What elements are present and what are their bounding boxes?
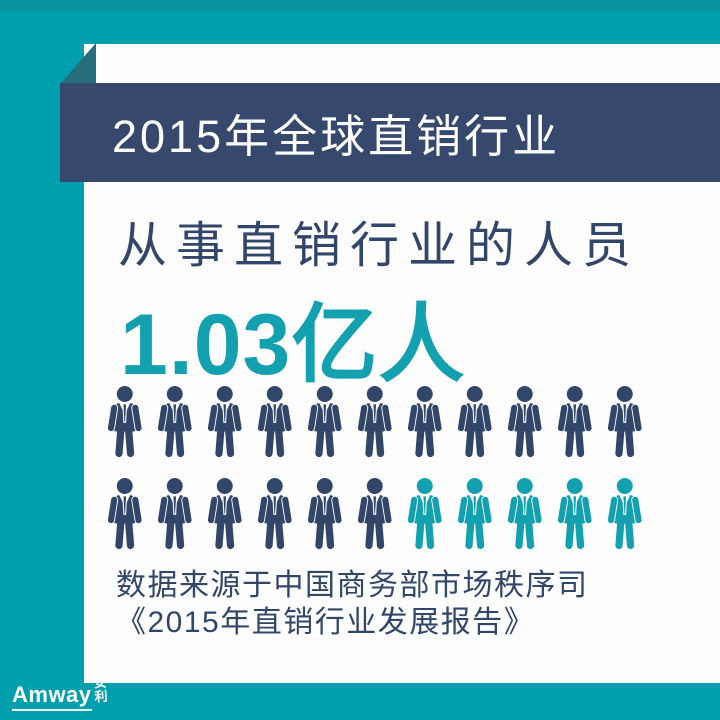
amway-logo: Amway 安 利: [12, 675, 108, 711]
person-icon: [553, 475, 597, 555]
person-icon: [303, 383, 347, 463]
person-icon: [353, 383, 397, 463]
person-icon: [203, 383, 247, 463]
data-source-note: 数据来源于中国商务部市场秩序司 《2015年直销行业发展报告》: [116, 567, 589, 641]
person-icon: [253, 475, 297, 555]
person-icon: [103, 383, 147, 463]
person-icon: [103, 475, 147, 555]
banner-title: 2015年全球直销行业: [112, 111, 561, 162]
source-line-1: 数据来源于中国商务部市场秩序司: [116, 569, 589, 602]
person-icon: [453, 475, 497, 555]
person-icon: [453, 383, 497, 463]
person-icon: [603, 383, 647, 463]
person-icon: [553, 383, 597, 463]
person-icon: [403, 475, 447, 555]
amway-cjk-bottom: 利: [93, 688, 108, 704]
person-icon: [153, 383, 197, 463]
title-banner: 2015年全球直销行业: [60, 83, 720, 182]
ribbon-fold-icon: [60, 43, 96, 84]
person-icon: [153, 475, 197, 555]
person-icon: [503, 475, 547, 555]
amway-wordmark: Amway: [12, 682, 92, 711]
person-icon: [403, 383, 447, 463]
pictograph-chart: [103, 383, 655, 567]
metric-value: 1.03亿人: [120, 297, 466, 393]
top-edge-strip: [0, 0, 720, 11]
person-icon: [303, 475, 347, 555]
pictograph-row: [103, 383, 655, 463]
source-line-2: 《2015年直销行业发展报告》: [116, 606, 536, 639]
metric-label: 从事直销行业的人员: [118, 219, 641, 273]
person-icon: [603, 475, 647, 555]
pictograph-row: [103, 475, 655, 555]
person-icon: [503, 383, 547, 463]
amway-cjk-characters: 安 利: [93, 675, 108, 704]
person-icon: [253, 383, 297, 463]
person-icon: [353, 475, 397, 555]
person-icon: [203, 475, 247, 555]
